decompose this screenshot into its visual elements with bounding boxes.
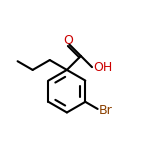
Text: Br: Br <box>99 104 113 117</box>
Text: O: O <box>63 34 73 47</box>
Text: OH: OH <box>93 61 112 74</box>
